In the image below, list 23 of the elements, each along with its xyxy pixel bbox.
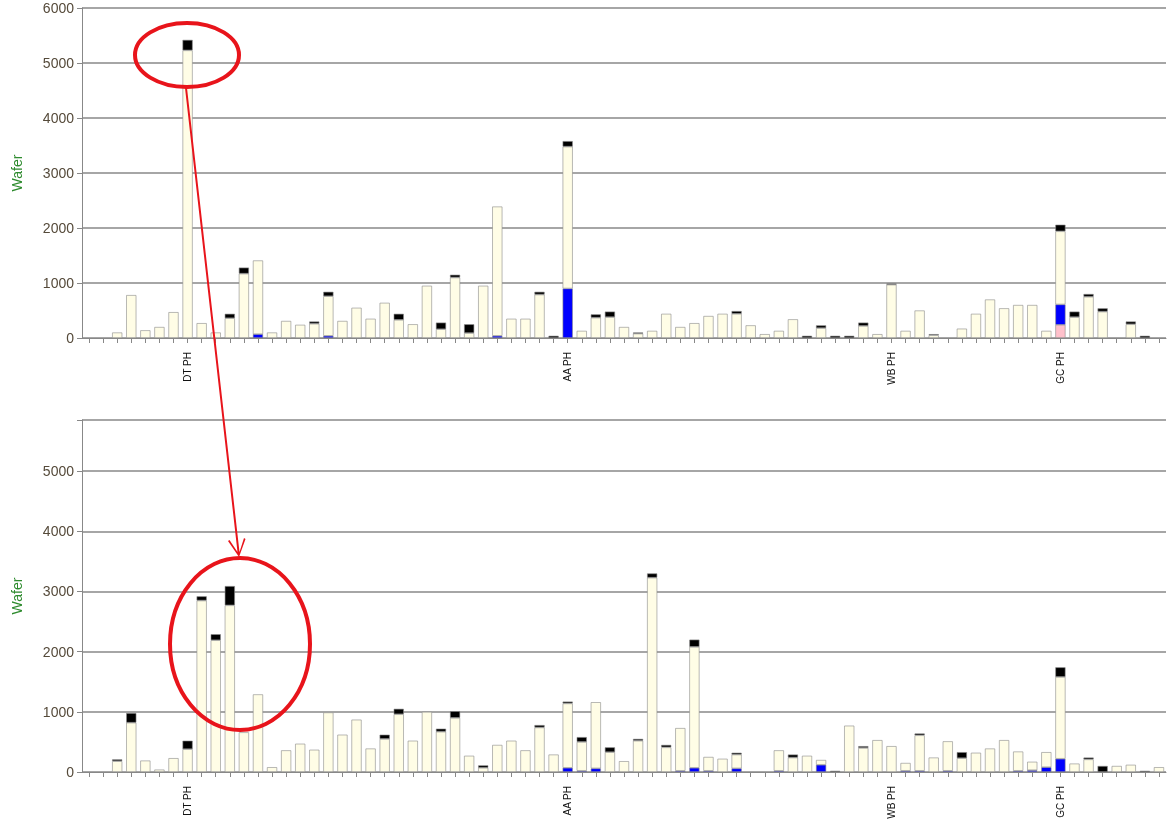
y-tick-label: 3000	[42, 165, 75, 181]
y-tick-label: 0	[66, 330, 75, 346]
y-tick-label: 1000	[42, 275, 75, 291]
x-tick-label: GC PH	[1054, 352, 1066, 384]
y-axis-title: Wafer	[9, 154, 25, 192]
y-tick-label: 4000	[42, 110, 75, 126]
y-tick-label: 0	[66, 764, 75, 780]
x-tick-label: AA PH	[562, 786, 574, 816]
x-tick-label: GC PH	[1054, 786, 1066, 818]
x-tick-label: WB PH	[885, 786, 897, 819]
y-tick-label: 1000	[42, 703, 75, 720]
y-tick-label: 3000	[42, 583, 75, 600]
y-tick-label: 2000	[42, 220, 75, 236]
y-tick-label: 6000	[42, 0, 75, 16]
y-axis-title: Wafer	[9, 577, 25, 615]
y-tick-label: 4000	[42, 523, 75, 540]
y-tick-label: 5000	[42, 55, 75, 71]
x-tick-label: DT PH	[182, 352, 194, 382]
x-tick-label: WB PH	[885, 352, 897, 385]
x-tick-label: DT PH	[182, 786, 194, 816]
x-tick-label: AA PH	[562, 352, 574, 382]
y-tick-label: 5000	[42, 463, 75, 480]
y-tick-label: 2000	[42, 643, 75, 660]
